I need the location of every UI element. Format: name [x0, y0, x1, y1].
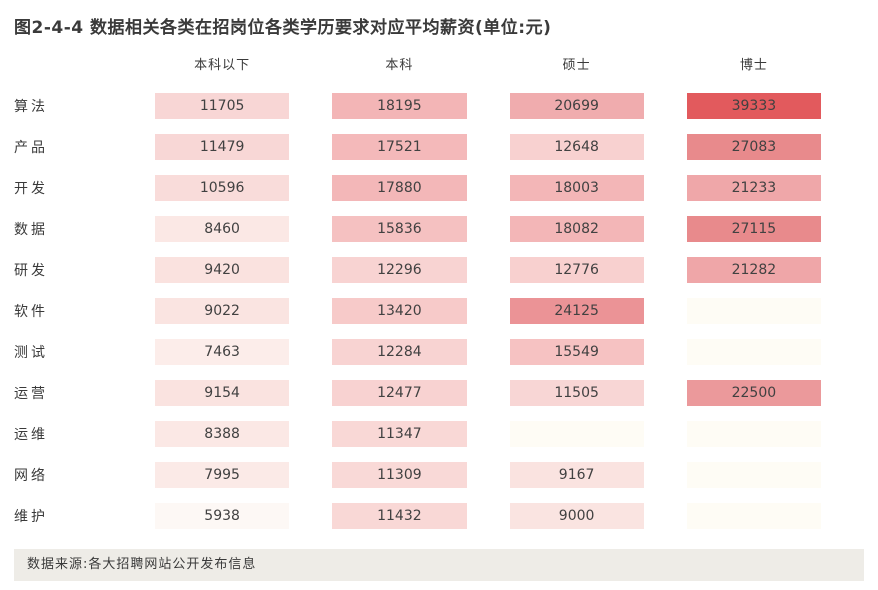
table-row: 产品 11479 17521 12648 27083	[0, 134, 878, 160]
salary-cell: 11309	[332, 462, 467, 488]
salary-cell: 11479	[155, 134, 290, 160]
salary-cell: 17880	[332, 175, 467, 201]
salary-cell: 27115	[686, 216, 821, 242]
salary-cell: 12284	[332, 339, 467, 365]
table-row: 数据 8460 15836 18082 27115	[0, 216, 878, 242]
salary-cell	[686, 421, 821, 447]
row-label: 算法	[14, 99, 48, 115]
table-row: 软件 9022 13420 24125	[0, 298, 878, 324]
row-label: 维护	[14, 509, 48, 525]
row-label: 开发	[14, 181, 48, 197]
salary-cell: 9154	[155, 380, 290, 406]
table-row: 开发 10596 17880 18003 21233	[0, 175, 878, 201]
salary-cell: 22500	[686, 380, 821, 406]
salary-cell: 11505	[509, 380, 644, 406]
row-label: 运维	[14, 427, 48, 443]
table-row: 运营 9154 12477 11505 22500	[0, 380, 878, 406]
salary-cell: 9022	[155, 298, 290, 324]
salary-cell: 17521	[332, 134, 467, 160]
salary-cell	[686, 462, 821, 488]
salary-cell: 5938	[155, 503, 290, 529]
salary-cell: 13420	[332, 298, 467, 324]
column-header-below-bachelor: 本科以下	[194, 58, 251, 73]
row-label: 软件	[14, 304, 48, 320]
table-row: 网络 7995 11309 9167	[0, 462, 878, 488]
salary-cell	[509, 421, 644, 447]
salary-cell: 12776	[509, 257, 644, 283]
salary-cell: 24125	[509, 298, 644, 324]
salary-cell: 8388	[155, 421, 290, 447]
salary-cell: 11705	[155, 93, 290, 119]
salary-heatmap: 本科以下 本科 硕士 博士 算法 11705 18195 20699 39333…	[0, 54, 878, 529]
salary-cell: 20699	[509, 93, 644, 119]
salary-cell: 8460	[155, 216, 290, 242]
salary-cell: 21282	[686, 257, 821, 283]
salary-cell: 12477	[332, 380, 467, 406]
column-headers: 本科以下 本科 硕士 博士	[0, 54, 878, 73]
salary-cell: 21233	[686, 175, 821, 201]
salary-cell: 18003	[509, 175, 644, 201]
salary-cell: 7463	[155, 339, 290, 365]
salary-cell: 15836	[332, 216, 467, 242]
table-row: 测试 7463 12284 15549	[0, 339, 878, 365]
row-label: 测试	[14, 345, 48, 361]
salary-cell: 15549	[509, 339, 644, 365]
salary-cell: 11347	[332, 421, 467, 447]
figure-title: 图2-4-4 数据相关各类在招岗位各类学历要求对应平均薪资(单位:元)	[14, 18, 552, 38]
salary-cell: 9167	[509, 462, 644, 488]
table-row: 研发 9420 12296 12776 21282	[0, 257, 878, 283]
salary-cell: 18082	[509, 216, 644, 242]
row-label: 研发	[14, 263, 48, 279]
column-header-phd: 博士	[739, 58, 768, 73]
salary-cell: 7995	[155, 462, 290, 488]
salary-cell: 9000	[509, 503, 644, 529]
column-header-master: 硕士	[562, 58, 591, 73]
salary-cell	[686, 503, 821, 529]
heatmap-body: 算法 11705 18195 20699 39333 产品 11479 1752…	[0, 93, 878, 529]
salary-cell: 12296	[332, 257, 467, 283]
column-header-bachelor: 本科	[385, 58, 414, 73]
table-row: 运维 8388 11347	[0, 421, 878, 447]
row-label: 产品	[14, 140, 48, 156]
row-label: 运营	[14, 386, 48, 402]
salary-cell	[686, 339, 821, 365]
salary-cell: 10596	[155, 175, 290, 201]
salary-cell: 12648	[509, 134, 644, 160]
table-row: 维护 5938 11432 9000	[0, 503, 878, 529]
salary-cell: 27083	[686, 134, 821, 160]
data-source-note: 数据来源:各大招聘网站公开发布信息	[14, 549, 864, 581]
salary-cell: 39333	[686, 93, 821, 119]
salary-cell: 11432	[332, 503, 467, 529]
row-label: 网络	[14, 468, 48, 484]
salary-cell: 9420	[155, 257, 290, 283]
row-label: 数据	[14, 222, 48, 238]
table-row: 算法 11705 18195 20699 39333	[0, 93, 878, 119]
salary-cell: 18195	[332, 93, 467, 119]
salary-cell	[686, 298, 821, 324]
